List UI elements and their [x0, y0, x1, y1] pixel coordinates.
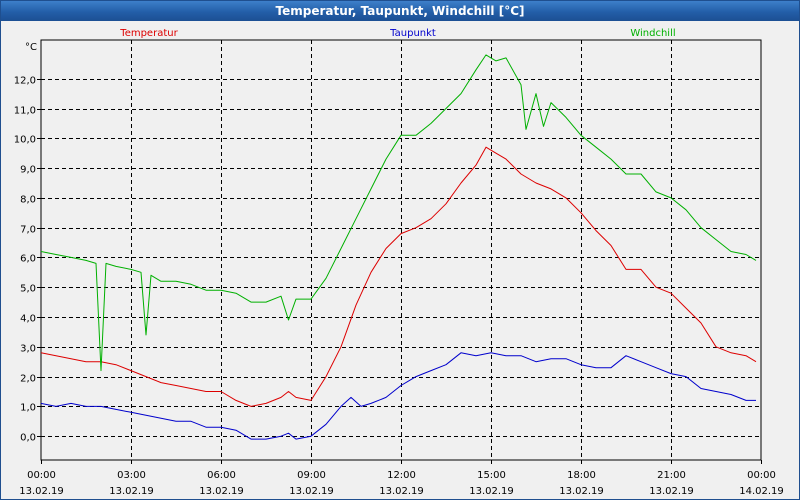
- x-tick-date: 14.02.19: [739, 486, 784, 497]
- window-title: Temperatur, Taupunkt, Windchill [°C]: [1, 1, 799, 21]
- y-tick-label: 1,0: [20, 403, 36, 414]
- x-tick-time: 12:00: [387, 470, 416, 481]
- grid-lines: [41, 40, 761, 460]
- series-line-taupunkt: [40, 352, 756, 440]
- x-tick-time: 18:00: [567, 470, 596, 481]
- series-lines: [40, 54, 757, 440]
- x-tick-date: 13.02.19: [469, 486, 514, 497]
- x-tick-date: 13.02.19: [559, 486, 604, 497]
- x-tick-date: 13.02.19: [649, 486, 694, 497]
- x-tick-date: 13.02.19: [289, 486, 334, 497]
- x-tick-time: 06:00: [207, 470, 236, 481]
- x-tick-time: 15:00: [477, 470, 506, 481]
- x-tick-time: 09:00: [297, 470, 326, 481]
- y-axis-label: °C: [25, 42, 37, 53]
- y-axis: 0,0 1,0 2,0 3,0 4,0 5,0 6,0 7,0 8,0 9,0 10,0 11,0 12…: [14, 76, 41, 444]
- x-tick-date: 13.02.19: [109, 486, 154, 497]
- x-tick-time: 00:00: [27, 470, 56, 481]
- y-tick-label: 4,0: [20, 314, 36, 325]
- series-line-temperatur: [40, 146, 757, 407]
- y-tick-label: 8,0: [20, 195, 36, 206]
- legend-item-temperatur: Temperatur: [119, 28, 178, 39]
- x-tick-time: 00:00: [747, 470, 776, 481]
- y-tick-label: 6,0: [20, 254, 36, 265]
- y-tick-label: 12,0: [14, 76, 36, 87]
- x-tick-date: 13.02.19: [199, 486, 244, 497]
- x-axis: 00:00 13.02.19 03:00 13.02.19 06:00 13.02.19 0…: [19, 460, 784, 497]
- y-tick-label: 7,0: [20, 225, 36, 236]
- series-line-windchill: [40, 54, 757, 372]
- legend-item-windchill: Windchill: [630, 28, 675, 39]
- x-tick-time: 03:00: [117, 470, 146, 481]
- legend: Temperatur Taupunkt Windchill: [119, 28, 675, 39]
- y-tick-label: 5,0: [20, 284, 36, 295]
- y-tick-label: 2,0: [20, 374, 36, 385]
- y-tick-label: 9,0: [20, 165, 36, 176]
- x-tick-date: 13.02.19: [19, 486, 64, 497]
- x-tick-date: 13.02.19: [379, 486, 424, 497]
- legend-item-taupunkt: Taupunkt: [389, 28, 436, 39]
- y-tick-label: 10,0: [14, 135, 36, 146]
- y-tick-label: 0,0: [20, 433, 36, 444]
- y-tick-label: 3,0: [20, 344, 36, 355]
- y-tick-label: 11,0: [14, 106, 36, 117]
- x-tick-time: 21:00: [657, 470, 686, 481]
